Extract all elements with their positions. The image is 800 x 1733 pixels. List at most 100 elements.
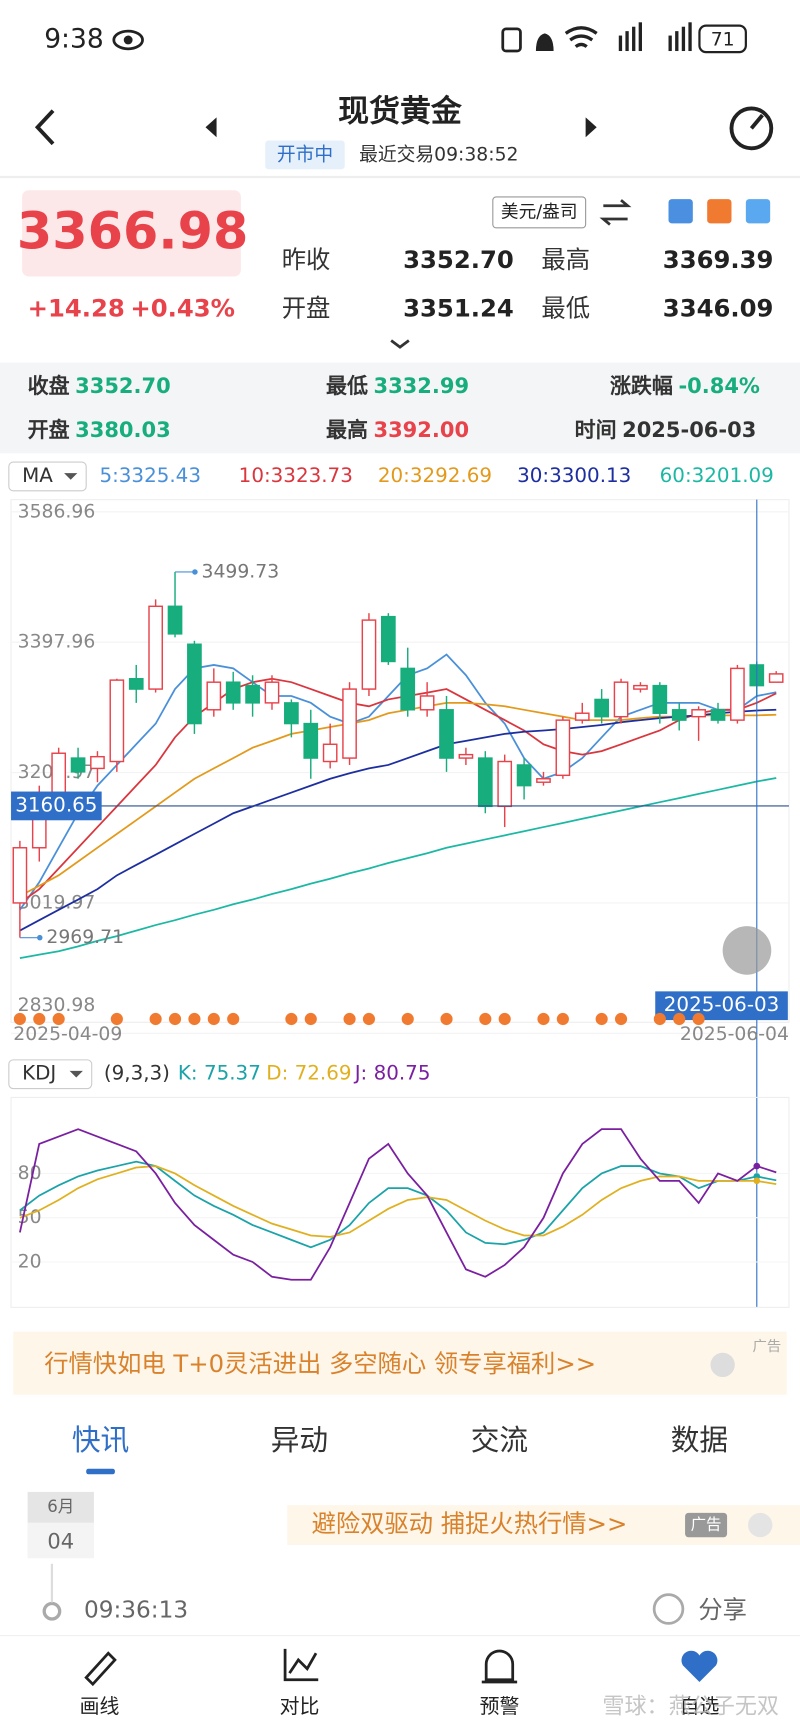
indicator-params: (9,3,3) [104, 1062, 170, 1085]
event-dot[interactable] [285, 1012, 298, 1026]
crosshair-dot [753, 1177, 761, 1185]
x-tick-label: 2025-04-09 [13, 1024, 122, 1045]
timeline-dot [42, 1601, 62, 1621]
candle-body [322, 743, 338, 763]
event-dot[interactable] [110, 1012, 123, 1026]
bar-info-value: -0.84% [678, 374, 760, 398]
tool-icon[interactable] [668, 199, 693, 224]
min-label: 2969.71 [46, 927, 124, 948]
candle-body [613, 681, 629, 718]
candlestick-chart: MA 5:3325.43 10:3323.73 20:3292.69 30:3300.1… [8, 461, 790, 1308]
clock: 9:38 [44, 23, 104, 54]
event-dot[interactable] [207, 1012, 220, 1026]
ma-line [19, 701, 777, 897]
nav-item[interactable]: 对比 [280, 1695, 320, 1718]
nav-item[interactable]: 画线 [80, 1695, 120, 1718]
nav-item[interactable]: 预警 [480, 1695, 520, 1718]
share-icon[interactable] [652, 1593, 685, 1625]
legend-entry: D: 72.69 [266, 1062, 351, 1085]
compare-icon[interactable] [283, 1648, 319, 1682]
tab[interactable]: 数据 [671, 1423, 728, 1457]
nav-item[interactable]: 自选 [680, 1695, 720, 1718]
candle-body [361, 619, 377, 690]
ma-line [19, 777, 777, 959]
candle-body [284, 702, 299, 725]
candle-body [51, 752, 67, 794]
prev-button[interactable] [205, 117, 217, 138]
expand-arrow[interactable] [390, 339, 410, 349]
candle-body [419, 695, 435, 711]
event-dot[interactable] [673, 1012, 686, 1026]
bar-info-label: 最高 [326, 418, 368, 442]
kdj-line [19, 1128, 777, 1281]
bar-info-panel [0, 362, 800, 454]
candle-body [555, 719, 571, 777]
event-dot[interactable] [168, 1012, 182, 1026]
close-promo[interactable] [748, 1512, 773, 1538]
news-time: 09:36:13 [84, 1597, 188, 1624]
share[interactable]: 分享 [698, 1595, 747, 1624]
zoom-button[interactable] [722, 926, 772, 975]
date-day-box [27, 1522, 94, 1559]
unit: 美元/盎司 [501, 201, 578, 222]
event-dot[interactable] [595, 1012, 608, 1026]
indicator-name: MA [22, 464, 53, 487]
event-dot[interactable] [537, 1012, 550, 1026]
event-dot[interactable] [401, 1012, 414, 1026]
field-value: 3369.39 [663, 245, 774, 274]
ad-banner[interactable] [13, 1331, 787, 1395]
draw-icon[interactable] [84, 1651, 117, 1687]
event-dot[interactable] [440, 1012, 453, 1026]
unit-box[interactable] [492, 196, 587, 229]
legend-entry: 60:3201.09 [660, 464, 774, 487]
event-dot[interactable] [479, 1012, 492, 1026]
event-dot[interactable] [13, 1012, 26, 1026]
tab[interactable]: 交流 [471, 1423, 528, 1457]
event-dot[interactable] [304, 1012, 317, 1026]
next-button[interactable] [585, 117, 597, 138]
ma-line [19, 653, 777, 911]
indicator-name: KDJ [22, 1062, 56, 1085]
indicator-select[interactable] [8, 461, 87, 492]
x-tick-label: 2025-06-04 [680, 1024, 789, 1045]
event-dot[interactable] [227, 1012, 240, 1026]
event-dot[interactable] [33, 1012, 46, 1026]
candle-body [225, 681, 241, 704]
event-dot[interactable] [149, 1012, 162, 1026]
event-dot[interactable] [556, 1012, 569, 1026]
bar-info-label: 开盘 [28, 418, 70, 442]
tool-icon[interactable] [707, 199, 732, 224]
indicator-select[interactable] [8, 1059, 93, 1090]
event-dot[interactable] [498, 1012, 511, 1026]
event-dot[interactable] [343, 1012, 356, 1026]
tool-icon[interactable] [745, 199, 771, 224]
event-dot[interactable] [362, 1012, 376, 1026]
candle-body [342, 688, 357, 759]
event-dot[interactable] [614, 1012, 628, 1026]
swap-icon[interactable] [599, 199, 632, 226]
candle-body [380, 615, 396, 663]
promo-text[interactable]: 避险双驱动 捕捉火热行情>> [312, 1509, 628, 1538]
candle-body [400, 667, 416, 711]
event-dot[interactable] [653, 1012, 666, 1026]
date-day: 04 [47, 1530, 74, 1554]
price-change-pct: +0.43% [130, 294, 235, 323]
page-title: 现货黄金 [338, 93, 463, 129]
event-dot[interactable] [52, 1012, 65, 1026]
bar-info-value: 3352.70 [75, 374, 171, 398]
date-month: 6月 [47, 1497, 74, 1516]
refresh-button[interactable] [729, 106, 774, 151]
close-ad[interactable] [710, 1352, 735, 1377]
alert-icon[interactable] [481, 1649, 518, 1684]
event-dot[interactable] [188, 1012, 201, 1026]
legend-entry: 5:3325.43 [99, 464, 201, 487]
ad-text[interactable]: 行情快如电 T+0灵活进出 多空随心 领专享福利>> [44, 1349, 596, 1378]
crosshair-price-box [11, 791, 102, 821]
field-label: 最高 [541, 245, 590, 274]
event-dot[interactable] [692, 1012, 705, 1026]
tab-active[interactable]: 快讯 [72, 1423, 129, 1457]
tab[interactable]: 异动 [271, 1423, 328, 1457]
back-button[interactable] [34, 109, 55, 146]
watchlist-icon[interactable] [681, 1650, 718, 1682]
